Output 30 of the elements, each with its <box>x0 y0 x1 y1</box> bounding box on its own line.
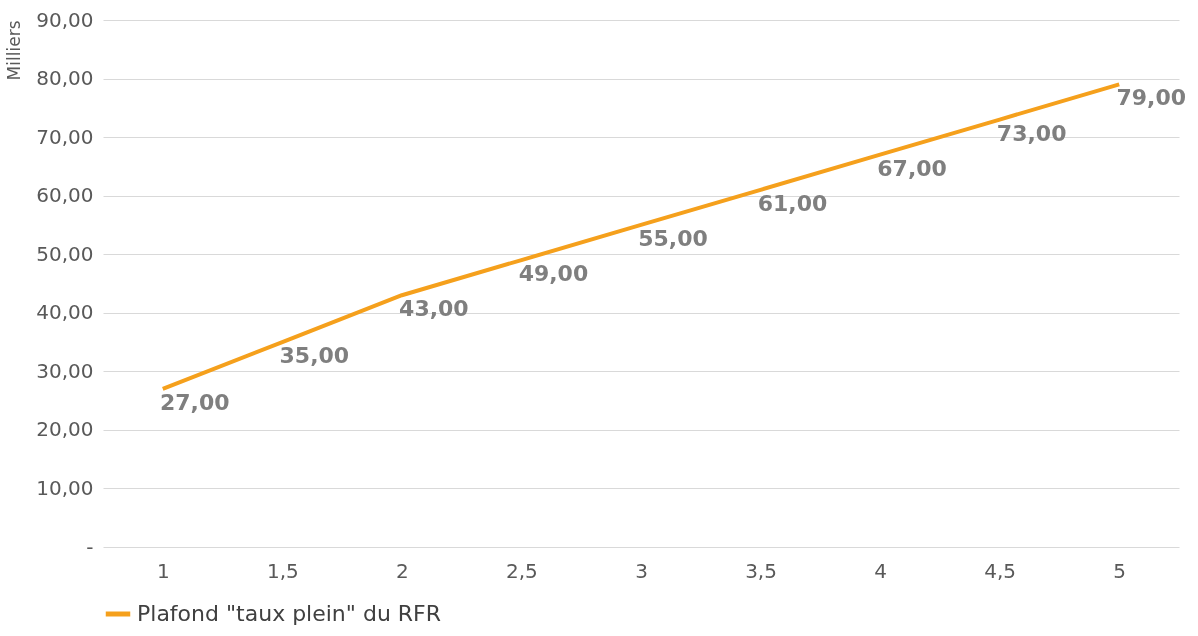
data-label: 73,00 <box>996 120 1067 146</box>
y-tick-label: 90,00 <box>36 7 94 32</box>
data-label: 61,00 <box>757 190 828 216</box>
x-tick-label: 2,5 <box>506 558 538 583</box>
data-label: 67,00 <box>877 155 947 181</box>
y-axis-title: Milliers <box>4 20 25 81</box>
x-tick-label: 4 <box>874 558 887 583</box>
data-label: 55,00 <box>638 225 708 251</box>
y-tick-label: 40,00 <box>36 300 94 325</box>
y-tick-label: 80,00 <box>36 66 94 91</box>
data-label: 27,00 <box>159 389 230 415</box>
y-tick-label: 70,00 <box>36 124 94 149</box>
y-tick-label: 30,00 <box>36 358 94 383</box>
x-tick-label: 2 <box>396 558 409 583</box>
x-tick-label: 3,5 <box>745 558 777 583</box>
x-tick-label: 1,5 <box>266 558 299 583</box>
data-label: 35,00 <box>279 343 350 369</box>
data-label: 43,00 <box>399 296 469 322</box>
x-tick-label: 3 <box>635 558 648 583</box>
data-label: 79,00 <box>1116 85 1187 111</box>
y-tick-label: 20,00 <box>36 417 94 442</box>
y-tick-label: 60,00 <box>36 183 94 208</box>
x-tick-label: 4,5 <box>984 558 1017 583</box>
x-tick-label: 5 <box>1113 558 1127 583</box>
legend-label: Plafond "taux plein" du RFR <box>137 601 442 626</box>
y-tick-label: 50,00 <box>36 241 94 266</box>
y-tick-label: 10,00 <box>36 475 94 500</box>
data-label: 49,00 <box>518 261 589 287</box>
x-tick-label: 1 <box>156 558 170 583</box>
y-tick-label: - <box>86 534 94 559</box>
